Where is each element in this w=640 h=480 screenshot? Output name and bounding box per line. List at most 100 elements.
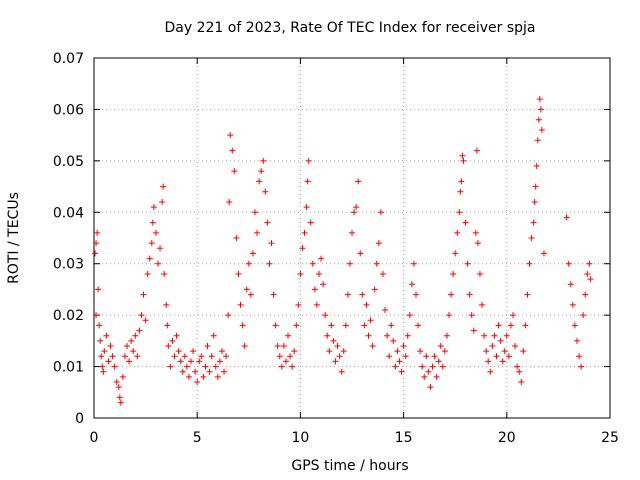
data-point — [479, 301, 486, 308]
x-tick-label: 15 — [395, 430, 413, 446]
x-tick-label: 20 — [498, 430, 516, 446]
data-point — [466, 291, 473, 298]
data-point — [340, 348, 347, 355]
data-point — [344, 291, 351, 298]
data-point — [412, 291, 419, 298]
data-point — [161, 271, 168, 277]
data-point — [437, 343, 444, 349]
data-point — [505, 353, 512, 360]
data-point — [569, 301, 576, 308]
data-point — [148, 240, 155, 247]
data-point — [365, 332, 372, 339]
data-point — [499, 358, 506, 365]
data-point — [117, 399, 124, 406]
data-point — [185, 373, 192, 380]
data-point — [202, 363, 209, 370]
data-point — [194, 379, 201, 385]
data-point — [371, 286, 378, 293]
y-tick-label: 0.01 — [53, 360, 84, 376]
data-point — [171, 353, 178, 360]
data-point — [459, 152, 466, 159]
data-point — [334, 343, 341, 349]
data-point — [464, 260, 471, 267]
data-point — [295, 301, 302, 308]
data-point — [507, 322, 514, 329]
data-point — [313, 301, 320, 308]
y-tick-label: 0.03 — [53, 257, 84, 273]
data-point — [379, 271, 386, 277]
data-point — [530, 219, 537, 226]
data-point — [237, 301, 244, 308]
data-point — [262, 188, 269, 195]
data-point — [231, 168, 238, 175]
axis-ticks: 0 5 10 15 20 25 0 0.01 0.02 0.03 0.04 0.05 0.06 0.07 — [53, 51, 619, 446]
data-point — [540, 250, 547, 257]
data-point — [509, 312, 516, 319]
data-point — [503, 332, 510, 339]
data-point — [355, 178, 362, 185]
data-point — [221, 368, 228, 375]
data-point — [520, 348, 527, 355]
data-point — [247, 291, 254, 298]
data-point — [538, 127, 545, 133]
x-tick-label: 5 — [193, 430, 202, 446]
data-point — [417, 348, 424, 355]
plot-frame — [93, 57, 611, 419]
data-point — [136, 327, 143, 334]
data-point — [301, 229, 308, 236]
data-point — [134, 353, 141, 360]
data-point — [369, 343, 376, 349]
data-point — [229, 147, 236, 154]
data-point — [179, 368, 186, 375]
data-point — [388, 322, 395, 329]
data-point — [425, 368, 432, 375]
data-point — [307, 219, 314, 226]
data-point — [450, 271, 457, 277]
data-point — [218, 348, 225, 355]
data-point — [330, 337, 337, 344]
data-point — [150, 204, 157, 211]
data-point — [493, 353, 500, 360]
data-point — [291, 348, 298, 355]
data-point — [97, 337, 104, 344]
data-point — [328, 322, 335, 329]
data-point — [342, 322, 349, 329]
data-point — [576, 353, 583, 360]
data-point — [126, 358, 133, 365]
data-point — [456, 209, 463, 216]
data-point — [468, 312, 475, 319]
data-point — [528, 235, 535, 241]
data-point — [160, 183, 167, 190]
data-point — [497, 337, 504, 344]
data-point — [146, 255, 153, 262]
grid-lines — [94, 58, 610, 418]
data-point — [495, 322, 502, 329]
data-point — [400, 343, 407, 349]
data-point — [100, 368, 107, 375]
data-point — [245, 260, 252, 267]
data-point — [130, 348, 137, 355]
data-point — [149, 219, 156, 226]
data-point — [357, 250, 364, 257]
data-point — [235, 271, 242, 277]
data-point — [586, 260, 593, 267]
data-point — [256, 178, 263, 185]
data-point — [196, 358, 203, 365]
y-tick-label: 0.05 — [53, 154, 84, 170]
data-point — [375, 240, 382, 247]
y-axis-title: ROTI / TECUs — [6, 192, 22, 284]
data-point — [165, 343, 172, 349]
data-point — [315, 271, 322, 277]
data-point — [260, 157, 267, 164]
data-point — [157, 245, 164, 252]
data-point — [239, 322, 246, 329]
data-point — [272, 322, 279, 329]
data-point — [121, 353, 128, 360]
data-point — [94, 229, 101, 236]
data-point — [429, 363, 436, 370]
data-point — [433, 373, 440, 380]
data-point — [92, 250, 99, 257]
data-point — [398, 368, 405, 375]
data-point — [537, 106, 544, 113]
